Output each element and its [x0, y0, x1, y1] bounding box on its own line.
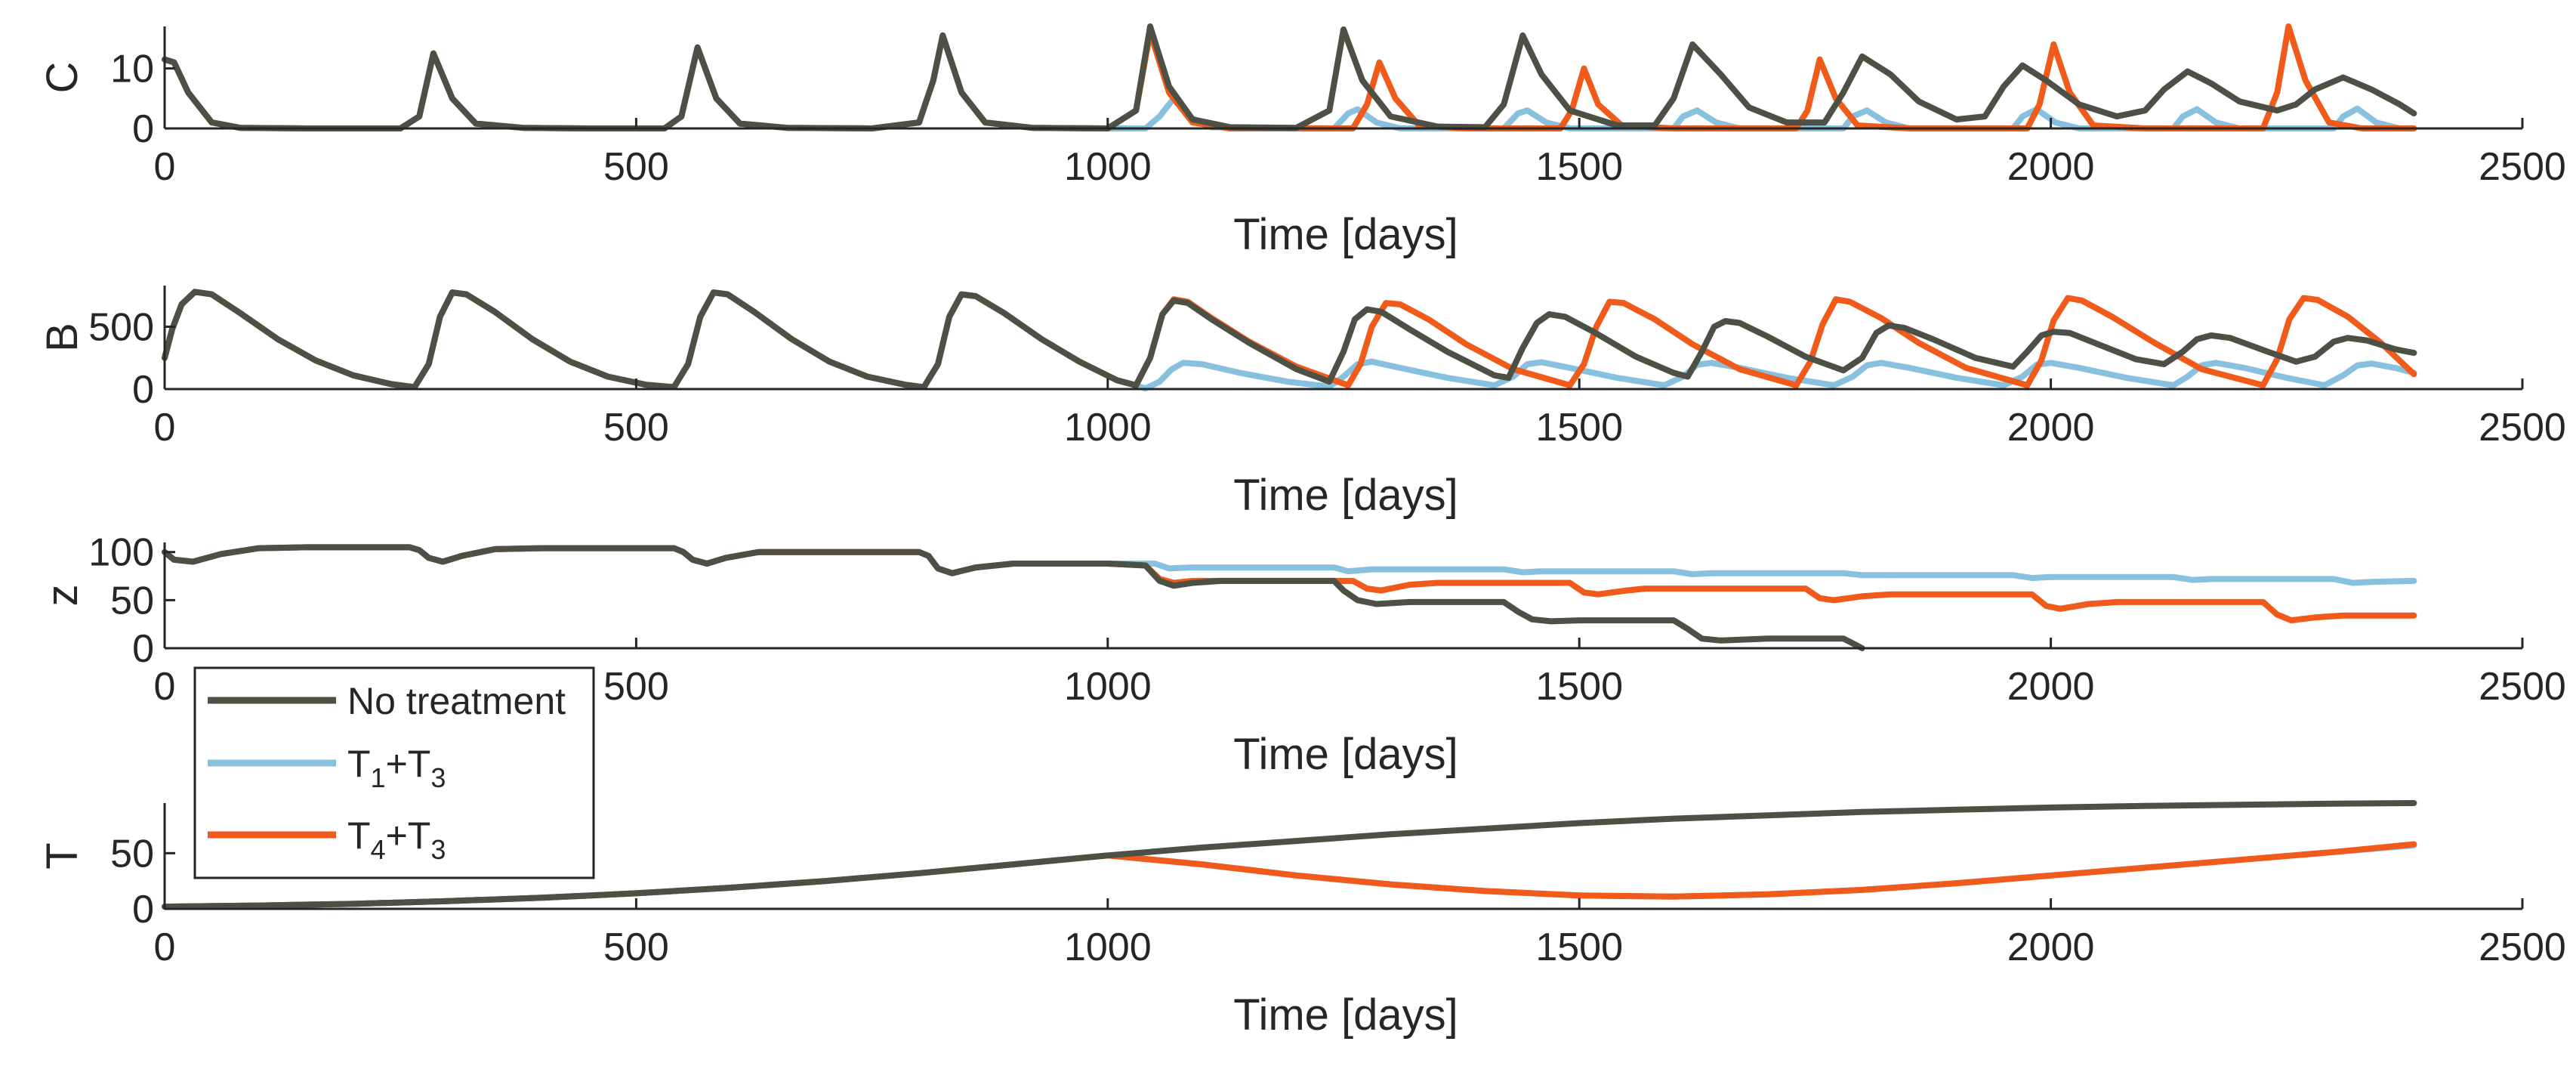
x-tick-label-C-1500: 1500 [1535, 145, 1623, 189]
x-tick-label-T-2500: 2500 [2479, 925, 2566, 969]
x-axis-title-T: Time [days] [1233, 990, 1458, 1040]
panel-T-series [162, 800, 2417, 910]
series-line-none-T [162, 800, 2417, 910]
panel-C-series [162, 23, 2417, 131]
legend-label-none: No treatment [347, 680, 566, 722]
series-line-none-z [162, 544, 1865, 651]
series-line-t43-B [162, 289, 2417, 391]
y-tick-label-C-10: 10 [110, 48, 154, 91]
x-tick-label-B-0: 0 [154, 406, 176, 450]
legend-label-t43-main: T [347, 814, 371, 857]
x-tick-label-T-0: 0 [154, 925, 176, 969]
x-tick-label-B-2000: 2000 [2007, 406, 2095, 450]
x-tick-label-T-2000: 2000 [2007, 925, 2095, 969]
x-tick-label-z-2500: 2500 [2479, 665, 2566, 709]
legend-label-t43: T4+T3 [347, 814, 446, 865]
x-axis-title-C: Time [days] [1233, 210, 1458, 259]
x-tick-label-C-0: 0 [154, 145, 176, 189]
x-axis-title-B: Time [days] [1233, 471, 1458, 520]
x-tick-label-C-2000: 2000 [2007, 145, 2095, 189]
y-axis-title-z: z [38, 585, 87, 607]
legend-label-t13-main: T [347, 743, 371, 785]
legend-label-t13: T1+T3 [347, 743, 446, 793]
y-tick-label-C-0: 0 [132, 107, 154, 151]
x-tick-label-z-1000: 1000 [1064, 665, 1152, 709]
x-tick-label-C-2500: 2500 [2479, 145, 2566, 189]
x-tick-label-z-1500: 1500 [1535, 665, 1623, 709]
series-line-t43-C [162, 23, 2417, 131]
x-tick-label-B-1000: 1000 [1064, 406, 1152, 450]
legend-label-none-main: No treatment [347, 680, 566, 722]
panel-T: 0 500 1000 1500 2000 2500 0 50 Time [days] T [38, 800, 2566, 1040]
legend-label-t13-mid: +T [386, 743, 431, 785]
panel-z-series [162, 544, 2417, 651]
series-line-none-C [162, 23, 2417, 131]
y-tick-label-B-0: 0 [132, 368, 154, 412]
x-tick-label-B-2500: 2500 [2479, 406, 2566, 450]
legend-label-t13-sub1: 1 [371, 762, 386, 793]
x-tick-label-T-1500: 1500 [1535, 925, 1623, 969]
y-tick-label-T-50: 50 [110, 832, 154, 876]
x-tick-label-z-2000: 2000 [2007, 665, 2095, 709]
y-tick-label-T-0: 0 [132, 888, 154, 932]
x-tick-label-T-1000: 1000 [1064, 925, 1152, 969]
panel-C: 0 500 1000 1500 2000 2500 0 10 Time [days] C [38, 23, 2566, 259]
x-tick-label-B-500: 500 [603, 406, 669, 450]
y-tick-label-z-0: 0 [132, 627, 154, 671]
y-tick-label-z-50: 50 [110, 579, 154, 623]
series-line-t13-C [162, 32, 2417, 131]
y-axis-title-T: T [38, 842, 87, 869]
legend-label-t43-sub2: 3 [430, 834, 446, 865]
y-tick-label-B-500: 500 [88, 305, 154, 349]
y-tick-label-z-100: 100 [88, 531, 154, 575]
y-axis-title-B: B [38, 323, 87, 352]
x-tick-label-B-1500: 1500 [1535, 406, 1623, 450]
legend-label-t43-mid: +T [386, 814, 431, 857]
y-axis-title-C: C [38, 62, 87, 94]
x-tick-label-C-500: 500 [603, 145, 669, 189]
panel-B: 0 500 1000 1500 2000 2500 0 500 Time [days] B [38, 286, 2566, 520]
series-line-t13-z [162, 544, 2417, 586]
x-tick-label-z-0: 0 [154, 665, 176, 709]
series-line-t13-B [162, 289, 2417, 392]
x-tick-label-T-500: 500 [603, 925, 669, 969]
x-axis-title-z: Time [days] [1233, 730, 1458, 779]
x-tick-label-C-1000: 1000 [1064, 145, 1152, 189]
x-tick-label-z-500: 500 [603, 665, 669, 709]
legend: No treatment T1+T3 T4+T3 [193, 666, 595, 879]
legend-label-t43-sub1: 4 [371, 834, 386, 865]
series-line-none-B [162, 289, 2417, 391]
legend-label-t13-sub2: 3 [430, 762, 446, 793]
panel-B-series [162, 289, 2417, 392]
